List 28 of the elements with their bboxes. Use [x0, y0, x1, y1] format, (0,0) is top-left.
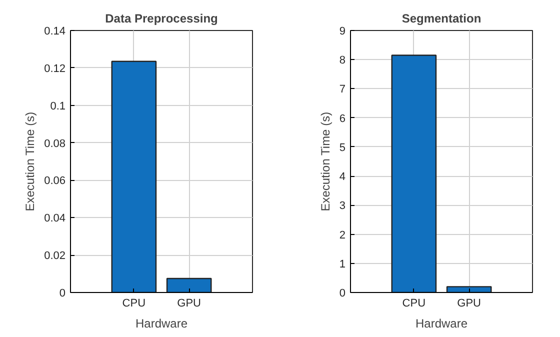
y-axis-title: Execution Time (s): [318, 112, 332, 212]
x-tick-label: GPU: [177, 298, 202, 310]
x-tick-label: CPU: [122, 298, 146, 310]
x-tick-label: CPU: [402, 298, 426, 310]
y-tick-label: 0.1: [50, 100, 66, 112]
y-tick-label: 4: [339, 171, 346, 184]
y-tick-label: 9: [339, 26, 346, 38]
y-tick-label: 0.08: [44, 138, 66, 150]
y-tick-label: 0.12: [44, 62, 66, 75]
y-tick-label: 0: [59, 288, 66, 300]
y-axis-title: Execution Time (s): [23, 112, 38, 212]
y-tick-label: 6: [339, 112, 346, 125]
y-tick-label: 3: [339, 200, 346, 212]
y-tick-label: 0: [339, 288, 346, 300]
x-tick-label: GPU: [457, 298, 482, 310]
x-axis-title: Hardware: [415, 316, 468, 330]
chart-title: Segmentation: [402, 12, 482, 26]
y-tick-label: 8: [339, 54, 346, 67]
y-tick-label: 2: [339, 229, 346, 242]
y-tick-label: 0.14: [44, 26, 66, 38]
y-tick-label: 0.04: [44, 212, 66, 225]
y-tick-label: 7: [339, 84, 346, 96]
y-tick-label: 0.06: [44, 175, 66, 188]
y-tick-label: 1: [339, 258, 346, 270]
y-tick-label: 0.02: [44, 250, 66, 262]
x-axis-title: Hardware: [135, 316, 188, 330]
chart-title: Data Preprocessing: [105, 12, 218, 26]
y-tick-label: 5: [339, 142, 346, 154]
